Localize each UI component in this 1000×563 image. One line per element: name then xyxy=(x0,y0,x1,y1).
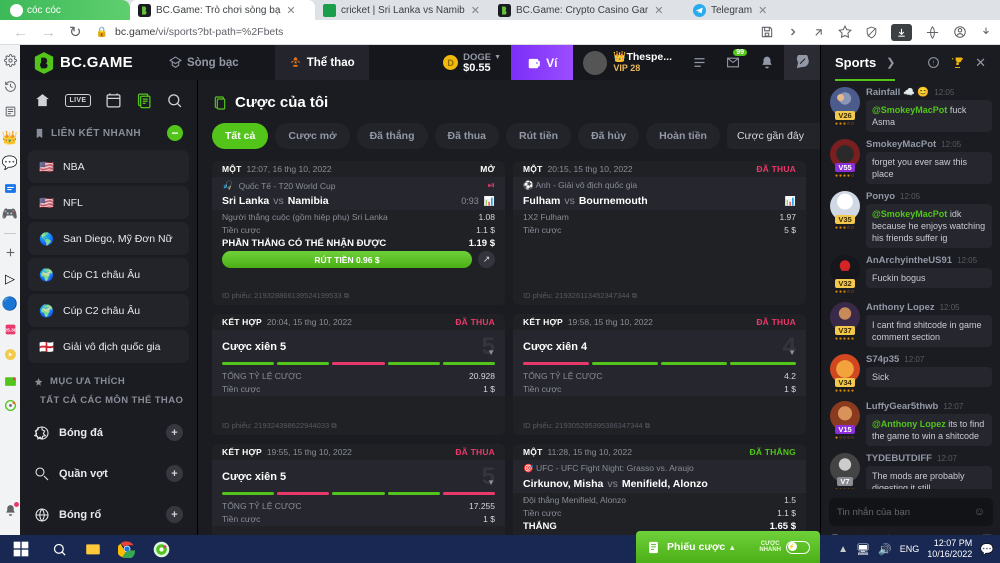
svg-text:!: ! xyxy=(933,61,935,67)
svg-text:25.30: 25.30 xyxy=(4,327,16,333)
